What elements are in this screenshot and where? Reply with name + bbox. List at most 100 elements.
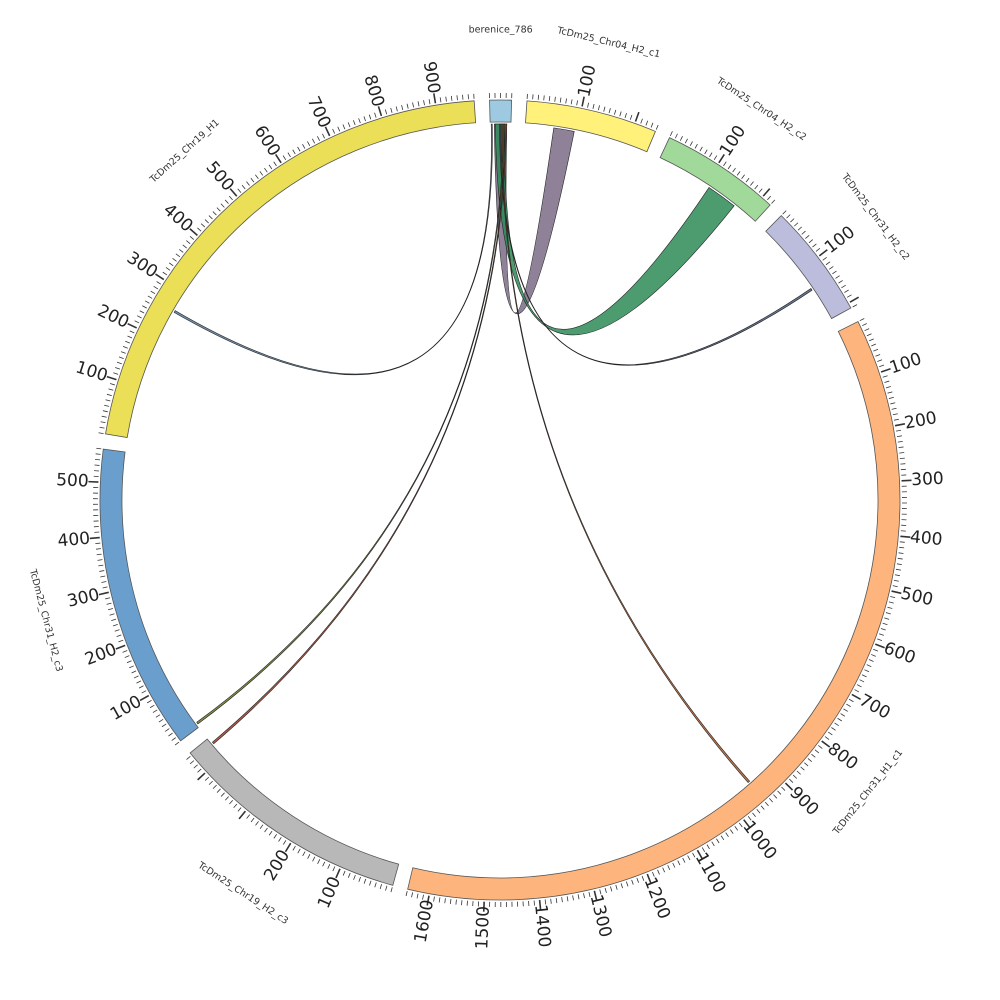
minor-tick <box>98 432 104 434</box>
minor-tick <box>848 698 854 703</box>
minor-tick <box>838 280 843 284</box>
minor-tick <box>101 415 107 418</box>
ticks-layer <box>88 92 912 912</box>
minor-tick <box>96 553 102 556</box>
minor-tick <box>100 575 106 578</box>
segment-name-chr31h2c3: TcDm25_Chr31_H2_c3 <box>27 567 65 673</box>
minor-tick <box>561 897 563 903</box>
minor-tick <box>566 896 569 902</box>
minor-tick <box>352 120 356 126</box>
minor-tick <box>807 758 812 762</box>
minor-tick <box>438 897 441 903</box>
minor-tick <box>412 102 415 108</box>
major-tick <box>155 273 165 281</box>
minor-tick <box>358 876 361 882</box>
major-tick <box>696 849 703 860</box>
minor-tick <box>756 809 761 814</box>
minor-tick <box>619 111 622 117</box>
minor-tick <box>859 318 865 322</box>
minor-tick <box>138 685 144 689</box>
minor-tick <box>750 181 754 186</box>
minor-tick <box>164 728 170 732</box>
minor-tick <box>312 856 316 862</box>
minor-tick <box>189 760 195 765</box>
minor-tick <box>246 814 251 819</box>
minor-tick <box>701 847 706 852</box>
minor-tick <box>102 586 108 589</box>
minor-tick <box>837 717 843 722</box>
minor-tick <box>390 107 393 113</box>
major-tick <box>634 111 640 122</box>
minor-tick <box>801 230 806 235</box>
minor-tick <box>825 261 831 266</box>
tick-label: 100 <box>107 692 145 725</box>
minor-tick <box>342 124 346 130</box>
minor-tick <box>273 834 277 839</box>
minor-tick <box>347 122 351 128</box>
tick-label: 100 <box>821 222 859 258</box>
segments-layer <box>99 99 901 901</box>
minor-tick <box>374 882 377 888</box>
tick-label: 300 <box>911 469 944 491</box>
minor-tick <box>168 262 174 267</box>
tick-label: 600 <box>250 122 284 160</box>
minor-tick <box>144 300 150 304</box>
minor-tick <box>672 862 676 868</box>
minor-tick <box>822 256 827 261</box>
minor-tick <box>97 559 103 561</box>
minor-tick <box>122 650 128 653</box>
minor-tick <box>884 617 890 620</box>
minor-tick <box>862 323 867 327</box>
minor-tick <box>363 116 366 122</box>
minor-tick <box>777 790 782 795</box>
segment-chr19h1 <box>105 100 477 439</box>
minor-tick <box>624 113 627 119</box>
tick-label: 200 <box>260 846 294 884</box>
minor-tick <box>879 364 885 368</box>
minor-tick <box>347 872 351 878</box>
major-tick <box>274 154 282 164</box>
major-tick <box>229 188 238 197</box>
minor-tick <box>161 723 167 728</box>
minor-tick <box>146 700 152 704</box>
tick-label: 1200 <box>640 874 674 922</box>
minor-tick <box>312 138 316 144</box>
minor-tick <box>729 829 734 834</box>
minor-tick <box>255 174 259 179</box>
minor-tick <box>856 684 862 688</box>
minor-tick <box>124 655 130 658</box>
minor-tick <box>897 557 903 560</box>
minor-tick <box>704 149 708 155</box>
minor-tick <box>866 333 872 337</box>
major-tick <box>284 842 292 853</box>
minor-tick <box>268 830 273 836</box>
minor-tick <box>792 774 798 779</box>
minor-tick <box>95 542 101 545</box>
tick-label: 800 <box>824 739 862 774</box>
minor-tick <box>844 289 849 293</box>
minor-tick <box>679 136 683 141</box>
minor-tick <box>131 670 137 674</box>
minor-tick <box>264 827 268 833</box>
minor-tick <box>767 195 772 201</box>
minor-tick <box>734 826 739 831</box>
minor-tick <box>99 570 105 572</box>
minor-tick <box>877 359 883 362</box>
major-tick <box>891 590 902 595</box>
minor-tick <box>327 864 331 869</box>
minor-tick <box>197 768 202 773</box>
minor-tick <box>302 851 306 857</box>
minor-tick <box>814 749 820 754</box>
minor-tick <box>317 136 320 141</box>
minor-tick <box>692 852 696 858</box>
minor-tick <box>112 624 118 627</box>
minor-tick <box>233 803 238 808</box>
minor-tick <box>126 660 132 664</box>
minor-tick <box>544 899 547 905</box>
minor-tick <box>716 838 720 844</box>
minor-tick <box>854 689 860 693</box>
minor-tick <box>307 854 311 859</box>
major-tick <box>784 782 794 791</box>
minor-tick <box>282 155 287 161</box>
minor-tick <box>102 410 108 413</box>
